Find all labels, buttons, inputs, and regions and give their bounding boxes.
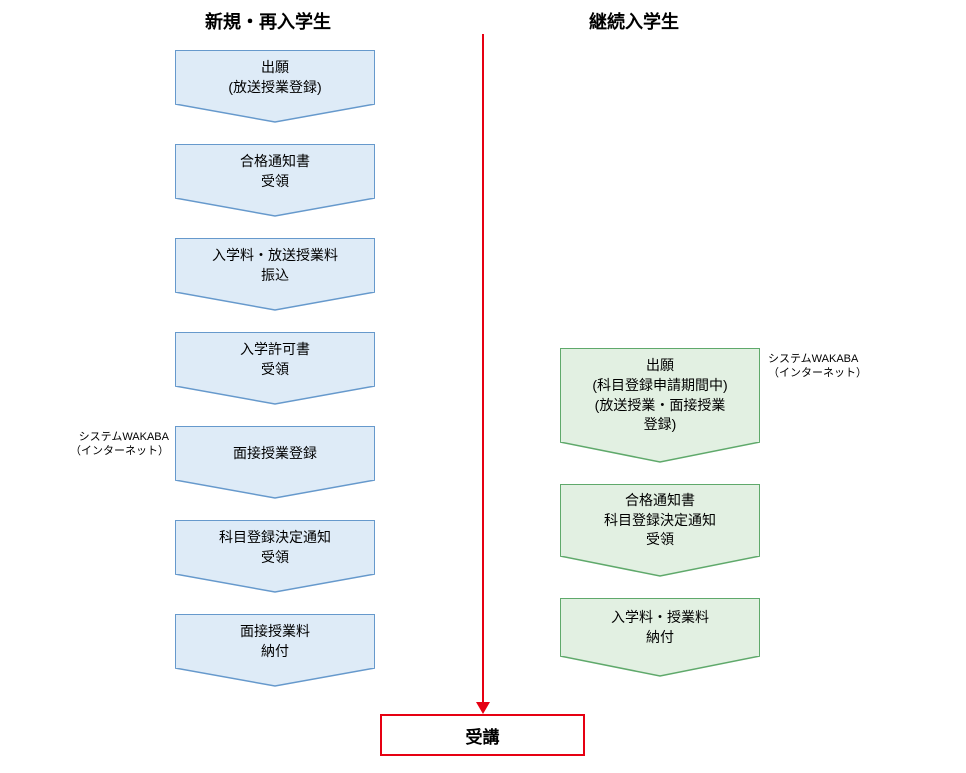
flow-step-line: 登録) bbox=[644, 415, 677, 435]
column-header-left: 新規・再入学生 bbox=[205, 8, 331, 34]
chevron-down-icon bbox=[175, 104, 375, 124]
flow-step-body: 合格通知書受領 bbox=[175, 144, 375, 198]
flow-step-body: 出願(科目登録申請期間中)(放送授業・面接授業登録) bbox=[560, 348, 760, 442]
flow-step-line: 入学料・放送授業料 bbox=[212, 246, 338, 266]
flow-step-body: 合格通知書科目登録決定通知受領 bbox=[560, 484, 760, 556]
chevron-down-icon bbox=[175, 574, 375, 594]
chevron-down-icon bbox=[175, 386, 375, 406]
chevron-down-icon bbox=[175, 668, 375, 688]
flow-step-line: 合格通知書 bbox=[625, 491, 695, 511]
flow-step-line: 受領 bbox=[261, 172, 289, 192]
flow-step-body: 科目登録決定通知受領 bbox=[175, 520, 375, 574]
flow-step-left-4: 面接授業登録 bbox=[175, 426, 375, 500]
flow-step-line: 受領 bbox=[261, 548, 289, 568]
flow-step-line: 面接授業登録 bbox=[233, 444, 317, 464]
flow-step-body: 出願(放送授業登録) bbox=[175, 50, 375, 104]
center-arrow-shaft bbox=[482, 34, 484, 702]
flow-step-left-5: 科目登録決定通知受領 bbox=[175, 520, 375, 594]
flow-step-left-0: 出願(放送授業登録) bbox=[175, 50, 375, 124]
final-step: 受講 bbox=[380, 714, 585, 756]
flow-step-right-1: 合格通知書科目登録決定通知受領 bbox=[560, 484, 760, 578]
flow-step-body: 面接授業登録 bbox=[175, 426, 375, 480]
flow-step-right-0: 出願(科目登録申請期間中)(放送授業・面接授業登録) bbox=[560, 348, 760, 464]
column-header-right: 継続入学生 bbox=[589, 8, 679, 34]
side-note: システムWAKABA（インターネット） bbox=[70, 430, 169, 459]
flow-step-line: 入学料・授業料 bbox=[611, 608, 709, 628]
chevron-down-icon bbox=[175, 480, 375, 500]
flow-step-line: 科目登録決定通知 bbox=[604, 511, 716, 531]
flow-step-line: (放送授業・面接授業 bbox=[595, 396, 726, 416]
flow-step-line: (科目登録申請期間中) bbox=[592, 376, 727, 396]
flow-step-line: 出願 bbox=[646, 356, 674, 376]
flow-step-left-3: 入学許可書受領 bbox=[175, 332, 375, 406]
flow-step-body: 入学料・授業料納付 bbox=[560, 598, 760, 656]
flowchart-canvas: 新規・再入学生継続入学生出願(放送授業登録)合格通知書受領入学料・放送授業料振込… bbox=[0, 0, 966, 773]
flow-step-line: (放送授業登録) bbox=[228, 78, 321, 98]
flow-step-line: 入学許可書 bbox=[240, 340, 310, 360]
flow-step-body: 入学料・放送授業料振込 bbox=[175, 238, 375, 292]
flow-step-line: 納付 bbox=[646, 628, 674, 648]
flow-step-line: 納付 bbox=[261, 642, 289, 662]
flow-step-left-2: 入学料・放送授業料振込 bbox=[175, 238, 375, 312]
flow-step-line: 振込 bbox=[261, 266, 289, 286]
flow-step-line: 科目登録決定通知 bbox=[219, 528, 331, 548]
flow-step-body: 面接授業料納付 bbox=[175, 614, 375, 668]
chevron-down-icon bbox=[175, 292, 375, 312]
flow-step-line: 面接授業料 bbox=[240, 622, 310, 642]
chevron-down-icon bbox=[560, 556, 760, 578]
flow-step-right-2: 入学料・授業料納付 bbox=[560, 598, 760, 678]
chevron-down-icon bbox=[560, 656, 760, 678]
side-note: システムWAKABA（インターネット） bbox=[768, 352, 867, 381]
flow-step-left-1: 合格通知書受領 bbox=[175, 144, 375, 218]
flow-step-body: 入学許可書受領 bbox=[175, 332, 375, 386]
center-arrow-head-icon bbox=[476, 702, 490, 714]
chevron-down-icon bbox=[175, 198, 375, 218]
flow-step-left-6: 面接授業料納付 bbox=[175, 614, 375, 688]
flow-step-line: 合格通知書 bbox=[240, 152, 310, 172]
chevron-down-icon bbox=[560, 442, 760, 464]
flow-step-line: 出願 bbox=[261, 58, 289, 78]
flow-step-line: 受領 bbox=[261, 360, 289, 380]
flow-step-line: 受領 bbox=[646, 530, 674, 550]
